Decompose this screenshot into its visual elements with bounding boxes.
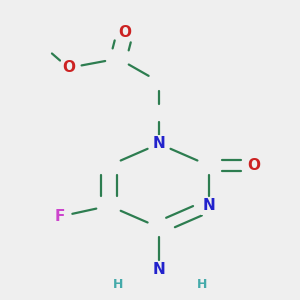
- Text: N: N: [153, 262, 165, 277]
- Text: H: H: [197, 278, 207, 291]
- Text: O: O: [248, 158, 261, 173]
- Text: H: H: [113, 278, 124, 291]
- Text: O: O: [118, 25, 132, 40]
- Text: F: F: [54, 209, 64, 224]
- Text: O: O: [62, 60, 75, 75]
- Text: N: N: [202, 198, 215, 213]
- Text: N: N: [153, 136, 165, 151]
